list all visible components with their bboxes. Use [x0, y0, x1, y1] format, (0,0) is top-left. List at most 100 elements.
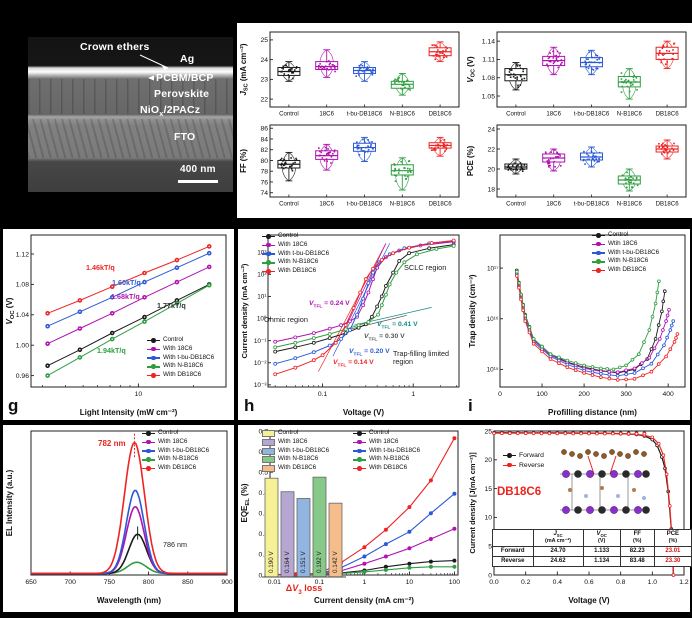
legend-swatch-icon	[262, 456, 275, 464]
x-axis-label: Current density (mA cm⁻²)	[314, 596, 414, 605]
panel-pce-boxplot: 18 20 22 24 PCE (%) Control 18C6 t-bu-DB18C6 N-B…	[464, 118, 692, 218]
legend-item: With N-B18C6	[142, 455, 209, 464]
table-header-cell: FF (%)	[619, 529, 655, 547]
delta-v3-loss-label: ΔV3 loss	[285, 583, 323, 596]
axis-text: 0.8	[616, 579, 626, 586]
legend-line-dot-icon	[503, 462, 516, 468]
table-cell: Reverse	[492, 555, 534, 568]
x-axis-label: Voltage (V)	[568, 596, 610, 605]
category-label: t-bu-DB18C6	[574, 111, 610, 118]
legend-line-dot-icon	[142, 457, 155, 463]
axis-text: 0.0	[259, 572, 269, 579]
legend-label: With t-bu-DB18C6	[369, 446, 421, 454]
jv-device-label: DB18C6	[497, 486, 542, 498]
axis-text: 15	[484, 486, 492, 493]
trap-filling-label: Trap-filling limited region	[393, 349, 450, 367]
y-axis-label: VOC​ (V)	[466, 56, 477, 83]
legend-item: With DB18C6	[142, 464, 209, 473]
category-label: DB18C6	[429, 201, 453, 208]
legend-label: Control	[163, 336, 184, 343]
legend-label: With DB18C6	[278, 464, 317, 472]
axis-text: 1.05	[482, 93, 495, 100]
axis-text: 1.04	[16, 312, 29, 319]
axis-text: 0.4	[553, 579, 563, 586]
category-label: Control	[279, 111, 299, 118]
legend-item: With N-B18C6	[592, 257, 659, 266]
axis-text: 650	[25, 579, 37, 586]
axis-text: 80	[260, 158, 268, 165]
table-header-cell: PCE (%)	[653, 529, 692, 547]
x-axis-label: Profilling distance (nm)	[548, 408, 637, 417]
table-cell: 23.30	[653, 555, 692, 568]
legend-label: With N-B18C6	[163, 362, 204, 370]
category-label: Control	[506, 201, 526, 208]
legend-item: With t-bu-DB18C6	[142, 447, 209, 456]
y-axis-label: Current density (mA cm⁻²)	[240, 263, 249, 358]
legend-label: With 18C6	[369, 437, 399, 445]
legend-label: Reverse	[519, 461, 545, 469]
axis-text: 25	[484, 428, 492, 435]
axis-text: 0.0	[489, 579, 499, 586]
legend-item: Control	[142, 429, 209, 438]
legend-line-dot-icon	[262, 242, 275, 248]
axis-text: 10³	[257, 249, 266, 256]
category-label: 18C6	[319, 201, 334, 208]
axis-text: 10¹⁶	[487, 316, 499, 323]
legend-label: Control	[278, 429, 299, 436]
axis-text: 800	[143, 579, 155, 586]
legend-label: With 18C6	[278, 240, 308, 248]
legend-label: With DB18C6	[278, 267, 317, 275]
vtfl-024: VTFL = 0.24 V	[309, 300, 350, 310]
axis-text: 0.5	[259, 469, 269, 476]
slope-194: 1.94kT/q	[97, 346, 126, 355]
axis-text: 74	[260, 190, 268, 197]
legend-label: Forward	[519, 452, 544, 459]
axis-text: 750	[104, 579, 116, 586]
x-axis-label: Light Intensity (mW cm⁻²)	[80, 408, 178, 417]
axis-text: 20	[484, 457, 492, 464]
legend-item: With t-bu-DB18C6	[262, 447, 352, 456]
table-cell: 1.133	[582, 545, 621, 557]
legend-swatch-icon	[262, 447, 275, 455]
legend-el: Control With 18C6 With t-bu-DB18C6 With N-B…	[142, 429, 209, 473]
legend-line-dot-icon	[503, 453, 516, 458]
category-label: DB18C6	[656, 201, 680, 208]
axis-text: 0.2	[521, 579, 531, 586]
axis-text: 10¹⁷	[487, 265, 499, 272]
vtfl-041: VTFL = 0.41 V	[377, 321, 418, 331]
legend-swatch-icon	[262, 465, 275, 473]
fto-texture	[28, 119, 233, 158]
legend-label: With N-B18C6	[369, 455, 410, 463]
legend-item: With N-B18C6	[262, 258, 329, 267]
panel-letter-h: h	[244, 396, 255, 415]
legend-item: Control	[592, 231, 659, 240]
axis-text: 0.1	[315, 579, 325, 586]
table-cell: 1.134	[582, 555, 621, 568]
axis-text: 0.2	[259, 531, 269, 538]
legend-line-dot-icon	[142, 431, 155, 436]
axis-text: 1.08	[16, 282, 29, 289]
legend-line-dot-icon	[592, 268, 605, 273]
legend-item: With 18C6	[262, 241, 329, 250]
legend-label: With N-B18C6	[278, 258, 319, 266]
vtfl-014: VTFL = 0.14 V	[333, 359, 374, 369]
axis-text: 10⁰	[257, 316, 267, 323]
legend-label: With t-bu-DB18C6	[608, 248, 660, 256]
legend-trap: Control Wtih 18C6 With t-bu-DB18C6 With N-B…	[592, 231, 659, 275]
axis-text: 1.11	[482, 57, 495, 64]
legend-label: With N-B18C6	[608, 257, 649, 265]
y-axis-label: VOC​ (V)	[5, 297, 16, 324]
category-label: DB18C6	[656, 111, 680, 118]
label-ag: Ag	[180, 53, 195, 65]
table-header-cell: VOC (V)	[582, 529, 621, 547]
vtfl-020: VTFL = 0.20 V	[349, 348, 390, 358]
axis-text: 76	[260, 179, 268, 186]
slope-146: 1.46kT/q	[86, 263, 115, 272]
legend-line-dot-icon	[142, 448, 155, 454]
legend-item: With 18C6	[353, 438, 420, 447]
table-header-cell	[492, 529, 534, 547]
legend-item: With t-bu-DB18C6	[262, 250, 329, 259]
legend-item: With N-B18C6	[147, 362, 214, 371]
axis-text: 86	[260, 126, 268, 133]
category-label: 18C6	[546, 111, 561, 118]
